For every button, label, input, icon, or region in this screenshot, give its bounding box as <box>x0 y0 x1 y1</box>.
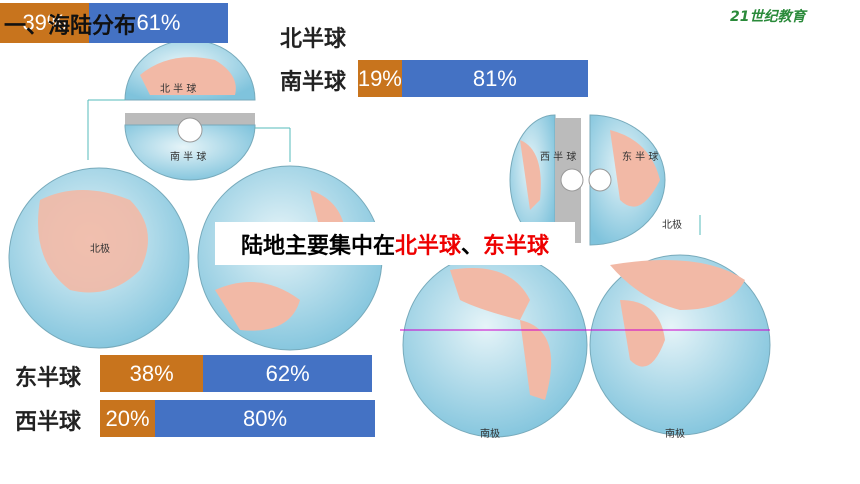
globe-label: 北极 <box>90 242 110 255</box>
ocean-segment: 81% <box>401 60 588 97</box>
ocean-segment: 61% <box>88 3 228 43</box>
globe-label: 南极 <box>480 427 500 440</box>
land-segment: 38% <box>100 355 204 392</box>
globe-label: 北极 <box>662 218 682 231</box>
land-segment: 20% <box>100 400 155 437</box>
banner-text: 北半球 <box>394 233 461 259</box>
title: 一、海陆分布 <box>4 14 137 39</box>
banner-text: 陆地主要集中在 <box>240 233 395 259</box>
ocean-segment: 62% <box>203 355 372 392</box>
globe-label: 南 半 球 <box>170 150 206 163</box>
west-bar: 20% 80% <box>100 400 375 437</box>
globe-label: 西 半 球 <box>540 150 576 163</box>
globe-label: 南极 <box>665 427 685 440</box>
split-globe-we: 西 半 球 东 半 球 <box>509 114 666 246</box>
land-segment: 39% <box>0 3 89 43</box>
east-bar: 38% 62% <box>100 355 372 392</box>
banner-text: 、 <box>461 233 484 259</box>
split-globe-ns: 北 半 球 南 半 球 <box>124 39 256 181</box>
label: 南半球 <box>280 70 347 95</box>
label: 东半球 <box>15 366 82 391</box>
banner-text: 东半球 <box>483 233 550 259</box>
globe-label: 北 半 球 <box>160 82 196 95</box>
globe-label: 东 半 球 <box>622 150 658 163</box>
banner: 陆地主要集中在 北半球、东半球 <box>215 222 575 265</box>
south-bar: 19% 81% <box>358 60 588 97</box>
ocean-segment: 80% <box>155 400 375 437</box>
label: 北半球 <box>280 27 347 52</box>
land-segment: 19% <box>358 60 402 97</box>
logo: 21世纪教育 <box>730 9 806 25</box>
label: 西半球 <box>15 410 82 435</box>
top-bar: 39% 61% <box>0 3 228 43</box>
